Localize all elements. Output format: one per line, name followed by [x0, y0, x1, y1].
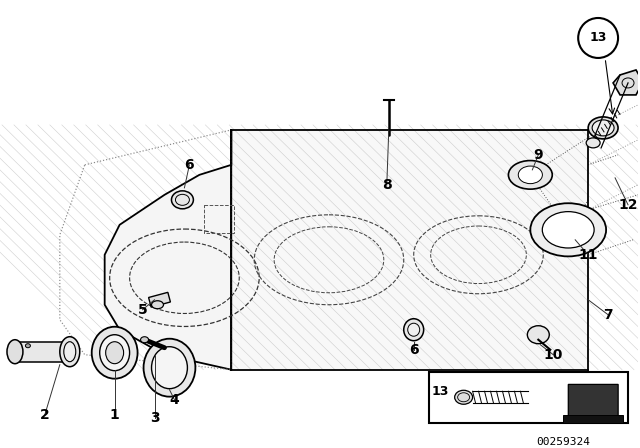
- Ellipse shape: [508, 160, 552, 189]
- Text: 2: 2: [40, 408, 50, 422]
- Ellipse shape: [26, 344, 31, 348]
- Bar: [15, 342, 70, 362]
- Ellipse shape: [7, 340, 23, 364]
- Text: 1: 1: [110, 408, 120, 422]
- Text: 4: 4: [170, 392, 179, 407]
- Ellipse shape: [60, 337, 80, 367]
- Ellipse shape: [152, 347, 188, 389]
- Ellipse shape: [531, 203, 606, 256]
- Text: 00259324: 00259324: [536, 437, 590, 447]
- Ellipse shape: [106, 342, 124, 364]
- Ellipse shape: [404, 319, 424, 341]
- Ellipse shape: [100, 335, 129, 370]
- Ellipse shape: [152, 301, 163, 309]
- Ellipse shape: [408, 323, 420, 336]
- Text: 7: 7: [604, 308, 613, 322]
- Polygon shape: [231, 130, 588, 370]
- Text: 9: 9: [534, 148, 543, 162]
- Ellipse shape: [592, 120, 614, 136]
- Polygon shape: [613, 70, 640, 95]
- Text: 8: 8: [382, 178, 392, 192]
- Text: 6: 6: [184, 158, 194, 172]
- Ellipse shape: [172, 191, 193, 209]
- Ellipse shape: [143, 339, 195, 396]
- Bar: [563, 415, 623, 423]
- Text: 13: 13: [432, 384, 449, 397]
- Bar: [429, 371, 628, 423]
- Text: 3: 3: [150, 411, 159, 425]
- Bar: [148, 293, 170, 307]
- Ellipse shape: [92, 327, 138, 379]
- Text: 10: 10: [543, 348, 563, 362]
- Ellipse shape: [141, 337, 148, 343]
- Ellipse shape: [586, 138, 600, 148]
- Bar: [204, 205, 234, 233]
- Text: 13: 13: [589, 31, 607, 44]
- Ellipse shape: [64, 342, 76, 362]
- Polygon shape: [568, 384, 618, 420]
- Ellipse shape: [588, 117, 618, 139]
- Text: 12: 12: [618, 198, 638, 212]
- Ellipse shape: [518, 166, 542, 184]
- Text: 5: 5: [138, 303, 147, 317]
- Ellipse shape: [527, 326, 549, 344]
- Text: 11: 11: [579, 248, 598, 262]
- Text: 6: 6: [409, 343, 419, 357]
- Ellipse shape: [542, 211, 594, 248]
- Polygon shape: [105, 130, 231, 370]
- Ellipse shape: [454, 390, 472, 404]
